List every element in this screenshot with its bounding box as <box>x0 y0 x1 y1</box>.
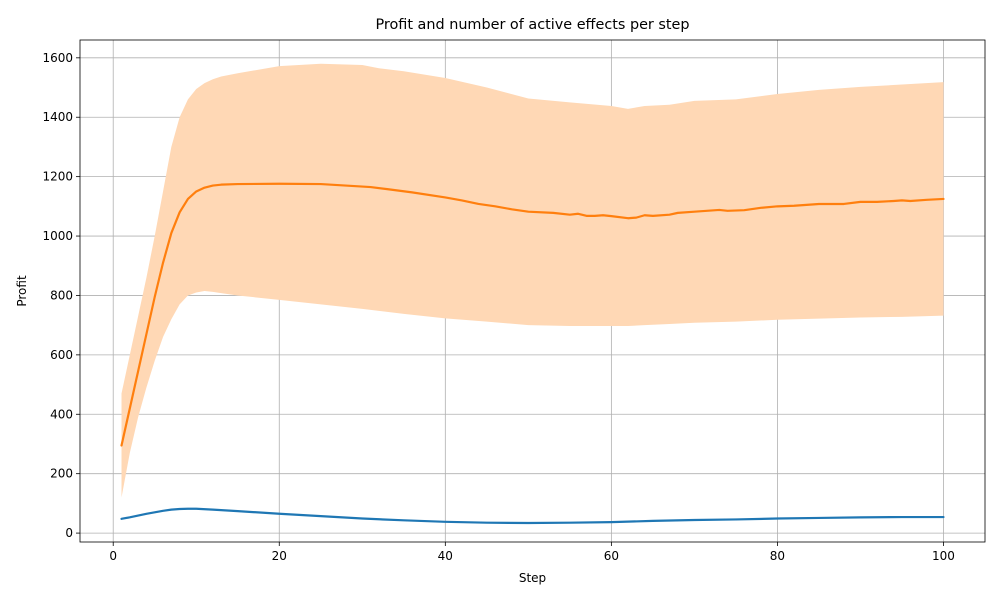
plot-frame <box>79 39 986 543</box>
active-effects-line <box>120 507 945 525</box>
x-tick-label: 20 <box>272 549 287 563</box>
y-tick-label: 1600 <box>42 51 73 65</box>
y-tick-label: 1200 <box>42 170 73 184</box>
y-axis-label: Profit <box>15 275 29 307</box>
y-tick-label: 600 <box>50 348 73 362</box>
chart-title: Profit and number of active effects per … <box>375 17 689 33</box>
x-tick-label: 80 <box>770 549 785 563</box>
x-tick-label: 40 <box>438 549 453 563</box>
x-tick-label: 100 <box>932 549 955 563</box>
y-tick-label: 1000 <box>42 229 73 243</box>
y-tick-label: 1400 <box>42 110 73 124</box>
x-axis-ticks: 0 20 40 60 80 100 <box>109 542 955 563</box>
y-axis-ticks: 0 200 400 600 800 1000 1200 1400 1600 <box>42 51 80 540</box>
confidence-band-layer <box>121 63 944 498</box>
y-tick-label: 200 <box>50 467 73 481</box>
y-tick-label: 800 <box>50 288 73 302</box>
profit-range-band <box>121 63 944 498</box>
y-tick-label: 400 <box>50 407 73 421</box>
series-lines <box>120 182 945 525</box>
y-tick-label: 0 <box>65 526 73 540</box>
x-tick-label: 60 <box>604 549 619 563</box>
x-axis-label: Step <box>519 571 546 585</box>
profit-mean-line <box>120 182 945 447</box>
x-tick-label: 0 <box>109 549 117 563</box>
